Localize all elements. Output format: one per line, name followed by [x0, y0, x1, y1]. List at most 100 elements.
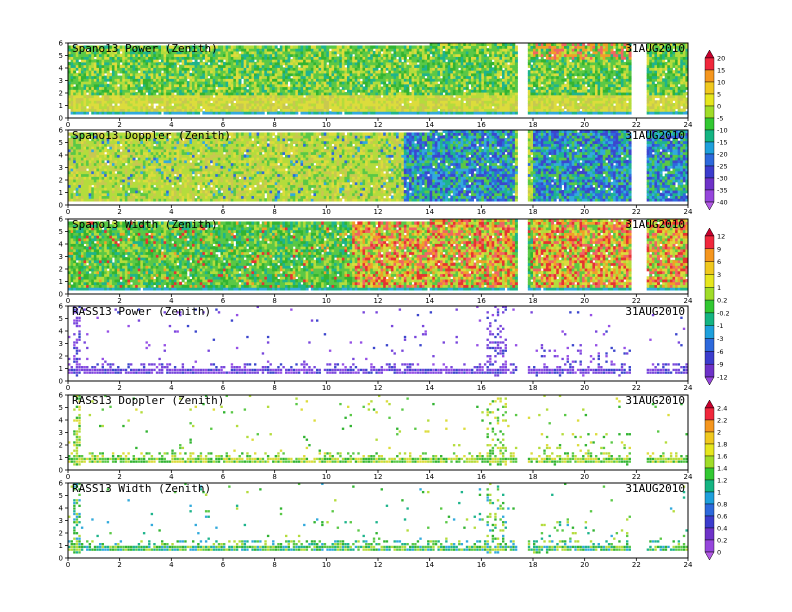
cell [142, 56, 146, 60]
cell [432, 83, 436, 88]
cell [326, 86, 330, 90]
cell [476, 108, 480, 112]
cell [478, 64, 482, 68]
cell [212, 53, 216, 57]
cell [148, 56, 152, 60]
cell [486, 94, 490, 99]
cell [471, 105, 474, 110]
cell [561, 108, 565, 112]
cell [184, 70, 188, 74]
cell [483, 56, 487, 60]
cell [235, 108, 239, 112]
cell [88, 83, 92, 88]
cell [326, 50, 330, 55]
cell [527, 100, 531, 104]
cell [168, 53, 172, 57]
cell [540, 111, 544, 115]
cell [220, 97, 224, 101]
cell [233, 94, 237, 99]
cell [145, 83, 149, 88]
cell [445, 108, 449, 112]
cell [538, 92, 542, 96]
cell [282, 45, 286, 49]
cell [93, 97, 97, 101]
cell [372, 92, 376, 96]
cell [574, 48, 578, 52]
cell [117, 64, 121, 68]
cell [83, 92, 87, 96]
cell [378, 45, 381, 49]
cell [478, 89, 482, 93]
cell [406, 50, 410, 55]
cell [339, 108, 343, 112]
cell [246, 61, 250, 66]
cell [86, 111, 90, 115]
cell [553, 81, 557, 85]
cell [93, 94, 97, 99]
cell [354, 92, 358, 96]
cell [499, 78, 503, 82]
cell [124, 97, 128, 101]
cell [117, 59, 121, 63]
cell [86, 45, 90, 49]
cell [372, 100, 376, 104]
cell [339, 50, 343, 55]
cell [266, 100, 270, 104]
cell [576, 64, 580, 68]
cell [122, 94, 126, 99]
cell [388, 56, 392, 60]
cell [473, 48, 477, 52]
cell [341, 59, 345, 63]
cell [140, 100, 144, 104]
cell [432, 97, 436, 101]
cell [220, 105, 224, 110]
cell [161, 75, 164, 79]
cell [455, 67, 459, 71]
cell [197, 97, 201, 101]
cell [269, 45, 273, 49]
cell [96, 105, 100, 110]
cell [321, 89, 325, 93]
cell [153, 48, 157, 52]
cell [148, 92, 152, 96]
cell [471, 100, 474, 104]
cell [199, 89, 203, 93]
cell [359, 86, 363, 90]
cell [70, 89, 74, 93]
cell [168, 75, 172, 79]
cell [163, 67, 167, 71]
cell [419, 56, 423, 60]
cell [194, 83, 198, 88]
cell [93, 59, 97, 63]
cell [153, 97, 157, 101]
cell [238, 83, 242, 88]
cell [197, 67, 201, 71]
cell [445, 81, 449, 85]
cell [359, 81, 363, 85]
cell [352, 45, 356, 49]
cell [421, 59, 425, 63]
cell [241, 103, 245, 107]
cell [367, 50, 371, 55]
cell [235, 48, 239, 52]
cell [223, 70, 226, 74]
cell [303, 56, 307, 60]
cell [473, 64, 477, 68]
cell [403, 100, 407, 104]
cell [411, 81, 415, 85]
cell [326, 64, 330, 68]
cell [86, 100, 90, 104]
cell [535, 48, 539, 52]
cell [228, 72, 232, 77]
cell [119, 81, 123, 85]
cell [99, 78, 102, 82]
cell [421, 56, 425, 60]
cell [158, 97, 162, 101]
cell [483, 89, 487, 93]
cell [514, 59, 518, 63]
cell [150, 78, 154, 82]
cell [424, 94, 428, 99]
cell [225, 70, 229, 74]
cell [297, 81, 301, 85]
